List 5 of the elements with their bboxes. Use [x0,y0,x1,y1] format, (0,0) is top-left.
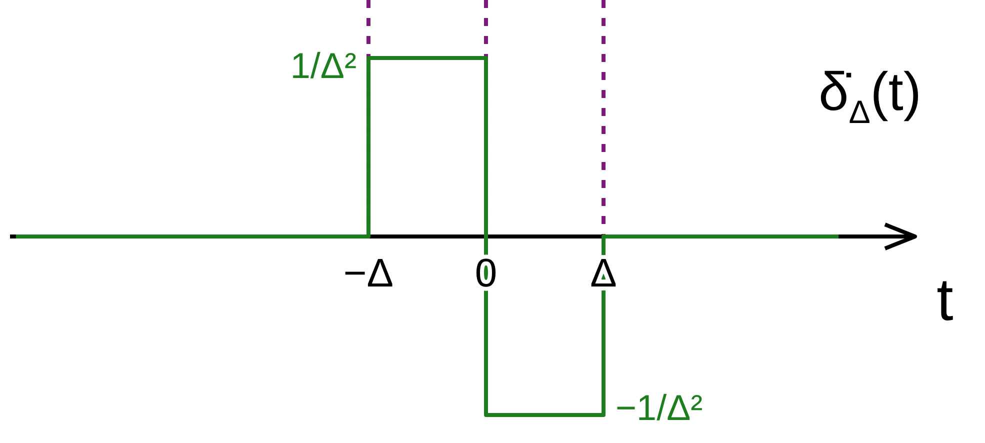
annotation: 1/Δ² [290,45,356,86]
annotation: −1/Δ² [616,387,703,428]
chart-title: δ̇$_{Δ}$(t) [818,62,922,130]
x-axis-title: t [936,266,954,333]
x-tick-label: −Δ [343,252,394,296]
